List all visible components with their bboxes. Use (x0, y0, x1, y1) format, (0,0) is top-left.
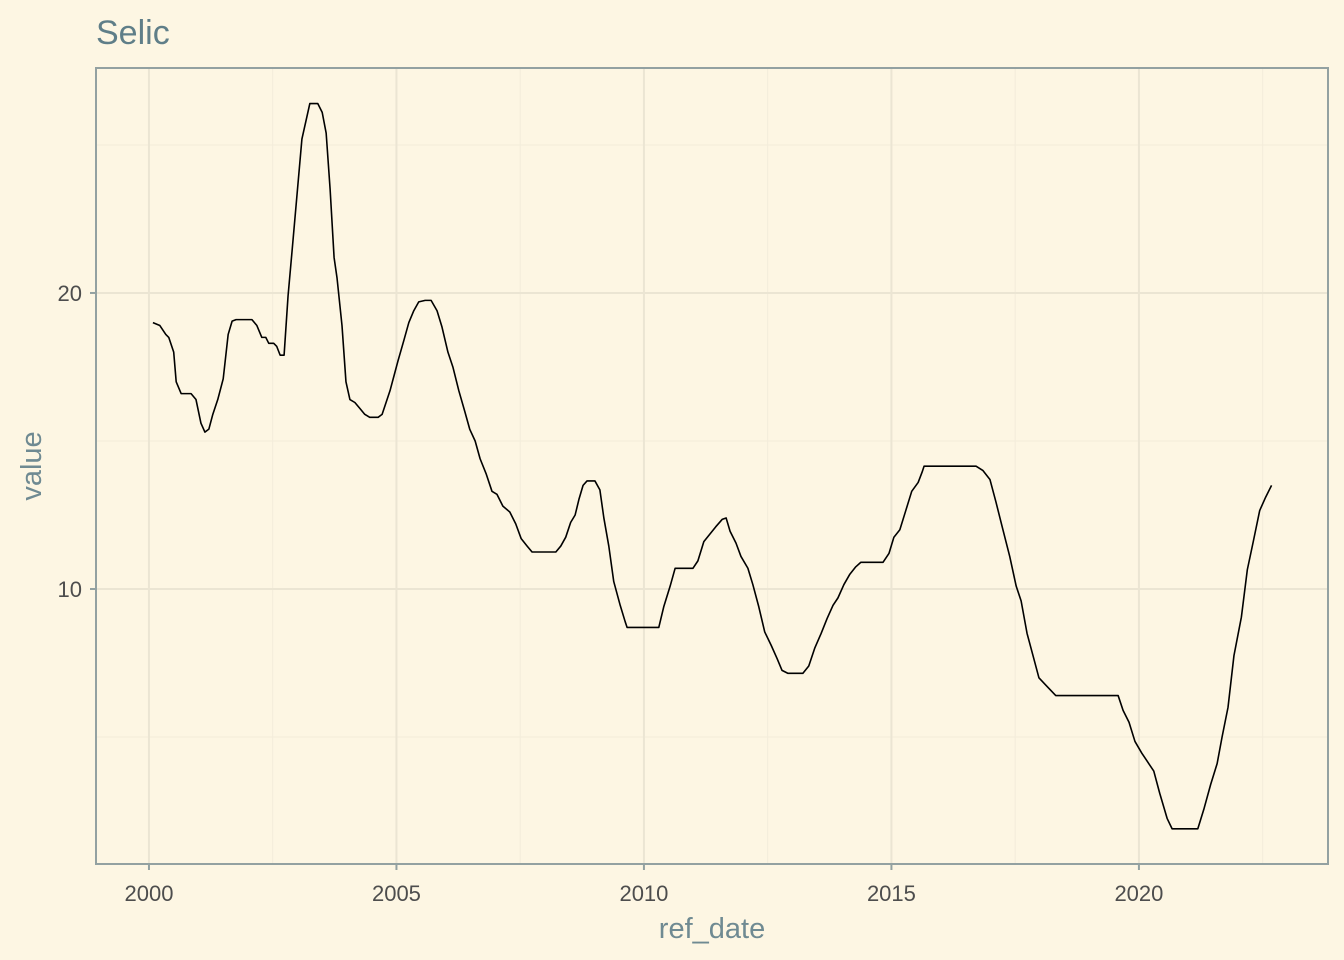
y-tick-label: 10 (58, 577, 82, 602)
x-tick-label: 2000 (124, 881, 173, 906)
chart-title: Selic (96, 14, 170, 52)
panel-border (95, 67, 1329, 865)
y-axis-label: value (16, 431, 48, 500)
y-tick-label: 20 (58, 281, 82, 306)
x-axis-label: ref_date (659, 913, 765, 945)
x-tick-label: 2020 (1114, 881, 1163, 906)
x-tick-label: 2005 (372, 881, 421, 906)
x-tick-label: 2015 (867, 881, 916, 906)
data-line (152, 102, 1273, 830)
x-tick-label: 2010 (619, 881, 668, 906)
